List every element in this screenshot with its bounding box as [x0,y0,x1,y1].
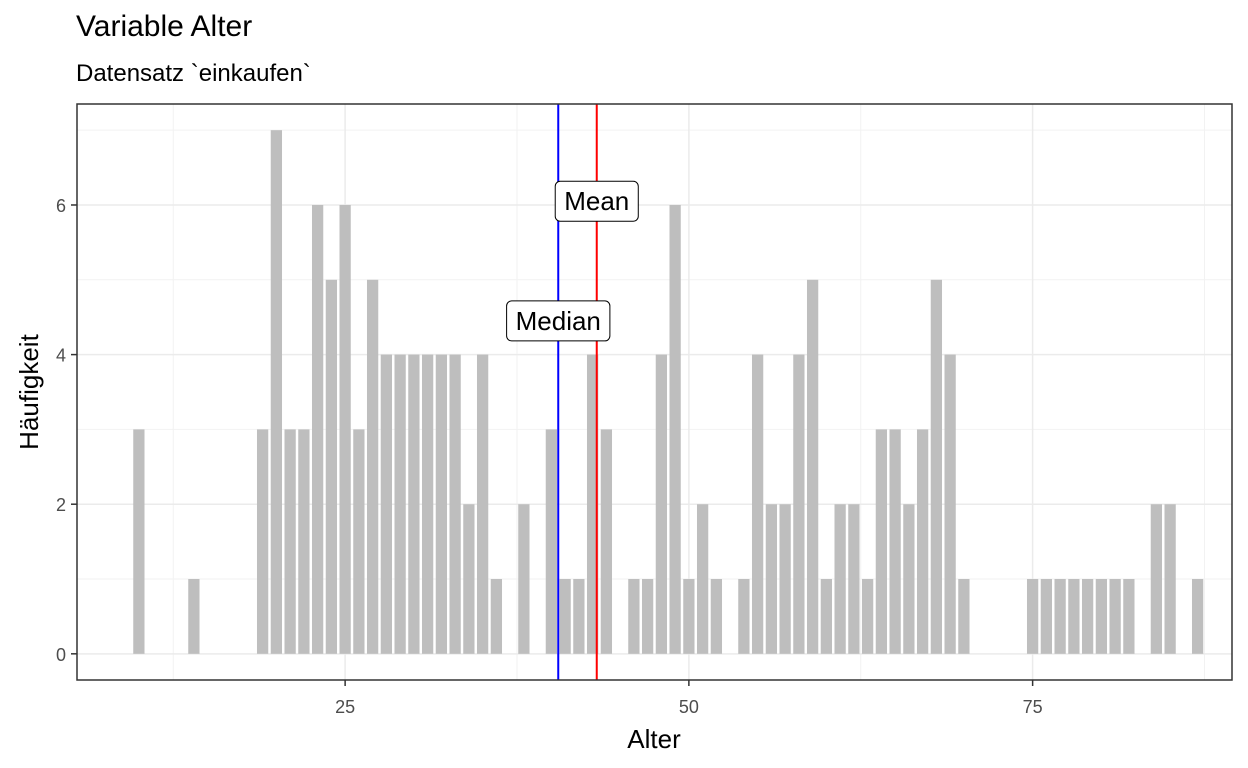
x-tick-label: 25 [335,697,355,717]
histogram-bar [256,429,269,654]
histogram-bar [476,354,489,654]
y-tick-label: 0 [56,645,66,665]
histogram-bar [696,504,709,654]
histogram-bar [545,429,558,654]
histogram-bar [1081,579,1094,654]
histogram-bar [1123,579,1135,654]
x-tick-label: 75 [1023,697,1043,717]
histogram-bar [1164,504,1176,654]
histogram-bar [944,354,956,654]
histogram-bar [793,354,805,654]
y-tick-label: 2 [56,495,66,515]
histogram-bar [861,579,874,654]
histogram-bar [669,204,681,654]
histogram-bar [1095,579,1108,654]
histogram-bar [449,354,461,654]
histogram-bar [1054,579,1066,654]
histogram-bar [435,354,448,654]
mean-label: Mean [564,186,629,216]
plot-panel-border [76,103,1233,681]
histogram-bar [875,429,888,654]
histogram-bar [834,504,846,654]
axes: 0 2 4 6 25 50 75 [56,196,1043,717]
histogram-bar [188,579,200,654]
histogram-bar [408,354,420,654]
histogram-bar [394,354,406,654]
y-tick-label: 4 [56,346,66,366]
median-label: Median [516,306,601,336]
histogram-bar [655,354,668,654]
histogram-bar [779,504,791,654]
histogram-bar [573,579,585,654]
histogram-bar [641,579,654,654]
histogram-bar [325,279,338,654]
histogram-bar [586,354,599,654]
x-axis-title: Alter [627,724,681,754]
histogram-bar [298,429,310,654]
histogram-bar [518,504,530,654]
histogram-bar [600,429,613,654]
annotations: Median Mean [506,180,639,342]
histogram-bar [710,579,723,654]
histogram-bar [1150,504,1163,654]
histogram-bar [751,354,764,654]
mean-label-box [554,180,639,222]
histogram-bar [284,429,296,654]
x-tick-label: 50 [679,697,699,717]
chart-subtitle: Datensatz `einkaufen` [76,60,311,87]
histogram-bar [339,204,351,654]
histogram-bar [848,504,860,654]
histogram-bar [1191,579,1204,654]
histogram-bar [958,579,970,654]
y-axis-title: Häufigkeit [14,333,44,449]
histogram-bar [916,429,929,654]
histogram-bar [559,579,571,654]
histogram-bar [806,279,819,654]
histogram-bar [1109,579,1121,654]
histogram-bar [765,504,778,654]
histogram-bar [1026,579,1039,654]
histogram-bar [421,354,434,654]
histogram-bar [683,579,695,654]
chart-title: Variable Alter [76,10,253,43]
bars [133,130,1204,654]
histogram-bar [903,504,915,654]
histogram-bar [133,429,145,654]
histogram-bar [463,504,475,654]
histogram-bar [380,354,393,654]
histogram-bar [1040,579,1053,654]
histogram-bar [353,429,365,654]
histogram-bar [490,579,503,654]
histogram-bar [366,279,379,654]
histogram-bar [628,579,640,654]
histogram-bar [820,579,833,654]
histogram-bar [930,279,943,654]
histogram-bar [311,204,324,654]
histogram-bar [1068,579,1080,654]
histogram-bar [889,429,901,654]
y-tick-label: 6 [56,196,66,216]
median-label-box [506,300,611,342]
histogram-bar [270,130,283,654]
histogram-bar [738,579,750,654]
